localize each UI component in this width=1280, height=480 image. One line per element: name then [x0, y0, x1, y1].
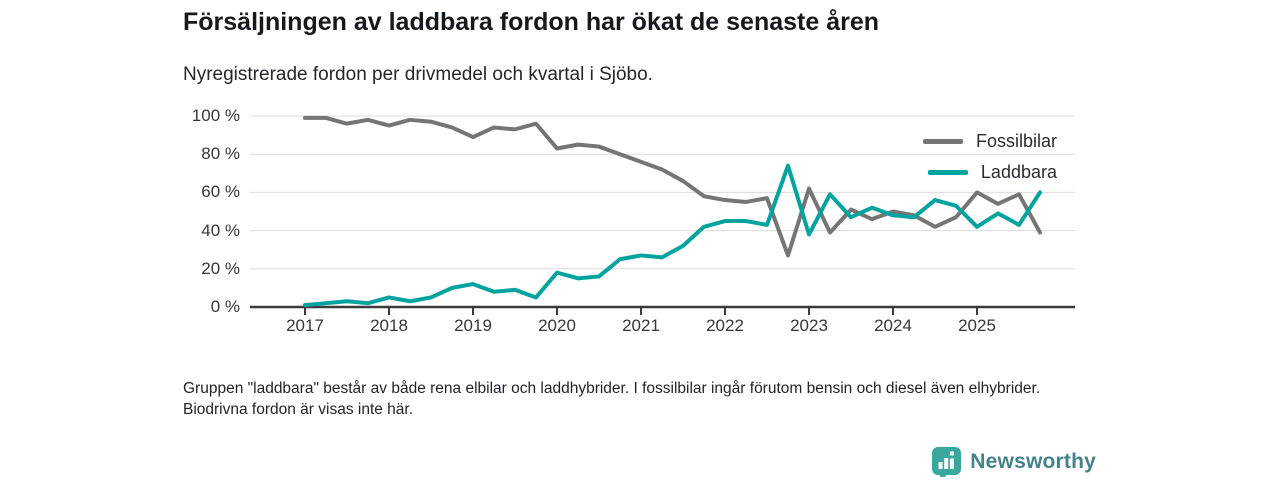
y-tick-label: 80 %: [201, 144, 240, 164]
x-tick-label: 2020: [538, 316, 576, 335]
legend-label: Laddbara: [980, 162, 1057, 182]
y-tick-label: 20 %: [201, 258, 240, 278]
legend-label: Fossilbilar: [975, 131, 1057, 151]
y-tick-label: 0 %: [210, 297, 240, 316]
y-tick-label: 60 %: [201, 182, 240, 202]
chart-legend: Fossilbilar Laddbara: [922, 131, 1057, 183]
x-tick-label: 2022: [706, 316, 744, 335]
x-tick-label: 2025: [958, 316, 996, 335]
x-tick-label: 2017: [286, 316, 324, 335]
chart-footnote: Gruppen "laddbara" består av både rena e…: [183, 380, 1041, 418]
x-tick-label: 2021: [622, 316, 660, 335]
brand-wordmark: Newsworthy: [970, 449, 1096, 473]
bar-chart-badge-icon: [932, 447, 962, 477]
x-tick-label: 2018: [370, 316, 408, 335]
newsworthy-logo: Newsworthy: [931, 446, 1096, 477]
laddbara-line-swatch-icon: [927, 170, 968, 175]
chart-subtitle: Nyregistrerade fordon per drivmedel och …: [183, 64, 653, 85]
x-tick-label: 2019: [454, 316, 492, 335]
y-tick-label: 100 %: [191, 106, 240, 125]
legend-item-fossilbilar: Fossilbilar: [922, 131, 1057, 152]
x-tick-label: 2023: [790, 316, 828, 335]
fossilbilar-line-swatch-icon: [922, 139, 963, 144]
legend-item-laddbara: Laddbara: [927, 162, 1057, 183]
chart-title: Försäljningen av laddbara fordon har öka…: [183, 8, 880, 36]
y-tick-label: 40 %: [201, 220, 240, 240]
series-line-laddbara: [303, 163, 1042, 308]
series-line-fossilbilar: [303, 115, 1042, 258]
x-tick-label: 2024: [874, 316, 912, 335]
